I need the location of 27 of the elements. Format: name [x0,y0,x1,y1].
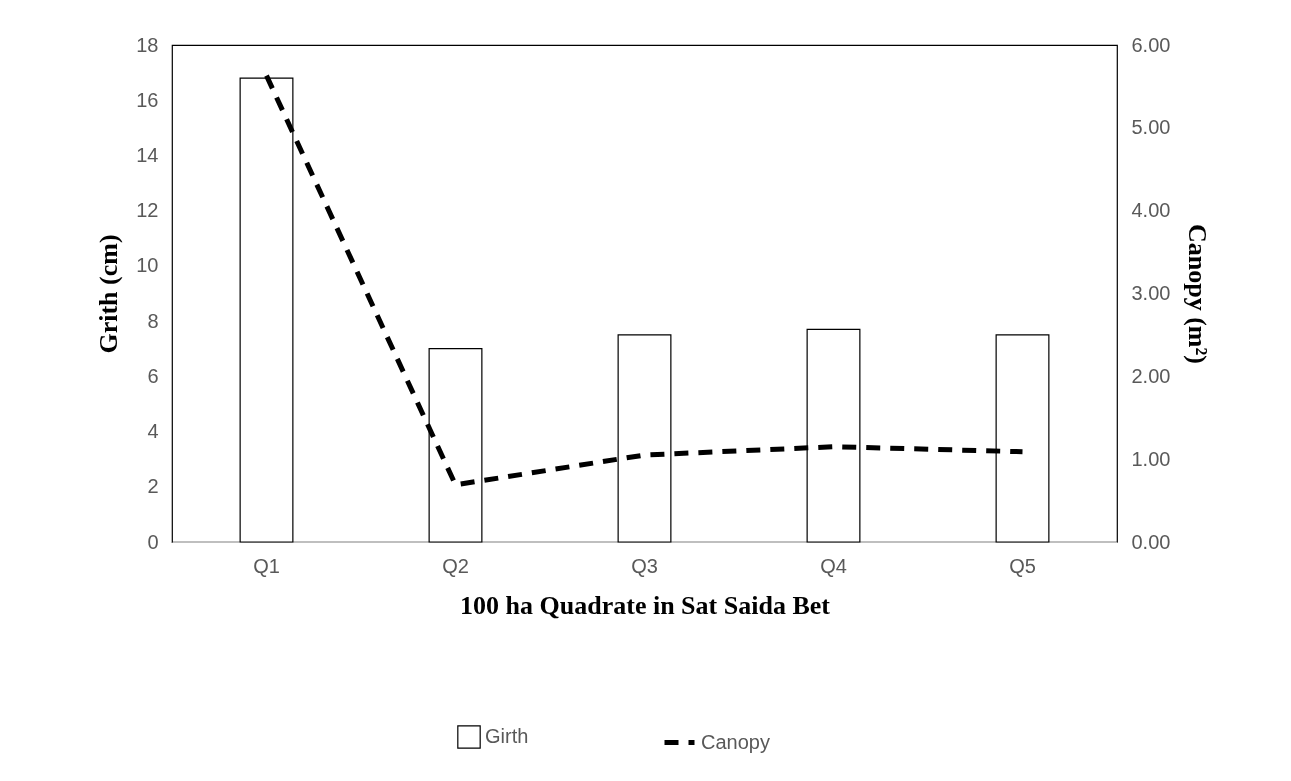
y-tick-label: 12 [136,199,159,222]
y-tick-label: 16 [136,88,159,111]
y-tick-label: 4 [147,420,159,443]
y2-tick-label: 5.00 [1131,116,1171,139]
y-axis-title: Grith (cm) [94,234,124,354]
y2-tick-label: 1.00 [1131,447,1171,470]
y-tick-label: 6 [147,364,159,387]
y-tick-label: 0 [147,530,159,553]
x-tick-label: Q3 [631,554,658,577]
y2-tick-label: 6.00 [1131,33,1171,56]
y2-tick-label: 3.00 [1131,282,1171,304]
y-tick-label: 2 [147,475,159,498]
x-tick-label: Q1 [253,554,280,577]
y-tick-label: 10 [136,254,159,277]
x-tick-label: Q5 [1009,554,1036,577]
x-axis-title: 100 ha Quadrate in Sat Saida Bet [460,590,831,620]
y-tick-label: 18 [136,33,159,56]
x-tick-label: Q4 [820,554,847,577]
y-tick-label: 14 [136,143,159,166]
y2-tick-label: 0.00 [1131,530,1171,553]
y2-tick-label: 4.00 [1131,199,1171,222]
x-tick-label: Q2 [442,554,469,577]
y2-axis-title: Canopy (m²) [1183,224,1213,364]
y2-tick-label: 2.00 [1131,364,1171,387]
y-tick-label: 8 [147,309,159,332]
legend-label: Girth [485,725,529,747]
legend-label: Canopy [701,730,770,753]
